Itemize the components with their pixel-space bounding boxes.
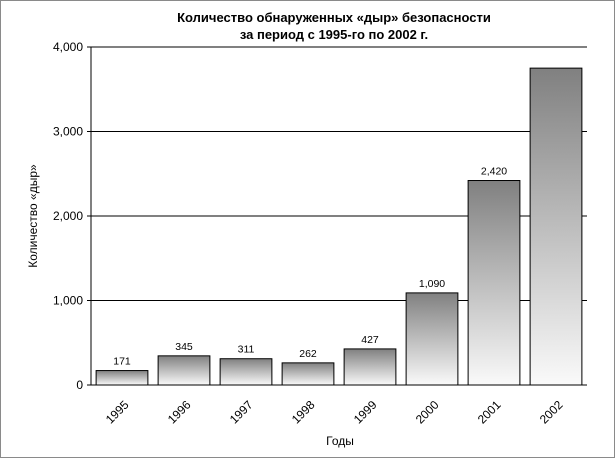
data-label-1998: 262 xyxy=(299,348,317,360)
data-label-2000: 1,090 xyxy=(419,278,445,290)
data-label-1997: 311 xyxy=(238,344,255,356)
x-tick-label-1996: 1996 xyxy=(165,398,194,427)
bar-1996 xyxy=(157,355,211,386)
data-label-1999: 427 xyxy=(361,334,379,346)
y-tick-label: 0 xyxy=(76,378,83,392)
x-tick-label-1995: 1995 xyxy=(103,398,132,427)
bar-2001 xyxy=(467,180,521,386)
bar-1999 xyxy=(343,348,397,386)
x-tick-label-1997: 1997 xyxy=(227,398,256,427)
x-tick-label-2001: 2001 xyxy=(475,398,504,427)
y-tick-label: 1,000 xyxy=(53,294,83,308)
x-tick-label-2000: 2000 xyxy=(413,398,442,427)
data-label-1996: 345 xyxy=(175,341,193,353)
bar-1998 xyxy=(281,362,335,386)
data-label-2001: 2,420 xyxy=(481,166,507,178)
x-tick-label-2002: 2002 xyxy=(537,398,566,427)
y-tick-label: 4,000 xyxy=(53,40,83,54)
bar-1997 xyxy=(219,358,273,386)
data-label-1995: 171 xyxy=(113,356,131,368)
bar-1995 xyxy=(95,370,149,386)
bar-2002 xyxy=(529,67,583,386)
bars xyxy=(95,67,583,386)
x-tick-label-1998: 1998 xyxy=(289,398,318,427)
chart-title-line-2: за период с 1995-го по 2002 г. xyxy=(240,27,428,42)
y-tick-label: 2,000 xyxy=(53,209,83,223)
chart-title-line-1: Количество обнаруженных «дыр» безопаснос… xyxy=(177,10,491,25)
bar-2000 xyxy=(405,292,459,386)
y-axis-tick-labels: 0 1,000 2,000 3,000 4,000 xyxy=(53,40,91,392)
y-tick-label: 3,000 xyxy=(53,125,83,139)
x-tick-label-1999: 1999 xyxy=(351,398,380,427)
data-labels: 171 345 311 262 427 1,090 2,420 xyxy=(113,166,507,368)
x-axis-title: Годы xyxy=(326,434,354,448)
x-axis-tick-labels: 1995 1996 1997 1998 1999 2000 2001 2002 xyxy=(103,398,566,427)
y-axis-title: Количество «дыр» xyxy=(26,164,40,268)
